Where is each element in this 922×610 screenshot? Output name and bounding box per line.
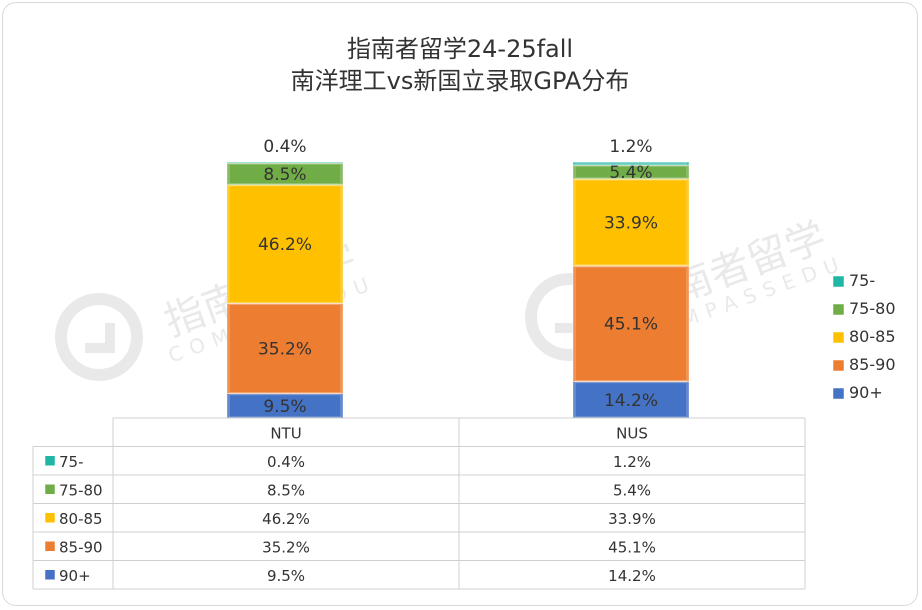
- bars-layer: 9.5% 35.2% 46.2% 8.5% 0.4% 14.2% 45.1% 33.9% 5.4…: [226, 137, 690, 419]
- bar-ntu-85-90: [226, 303, 344, 394]
- data-table: NTU NUS 75- 0.4% 1.2% 75-80 8.5% 5.4% 80-85 46.2%…: [32, 417, 806, 590]
- data-label-ntu-85-90: 35.2%: [258, 339, 312, 359]
- data-label-nus-below-75: 1.2%: [609, 137, 652, 157]
- table-row-label-below-75: 75-: [59, 453, 84, 471]
- table-row-label-75-80: 75-80: [59, 481, 103, 499]
- table-row-label-90-plus: 90+: [59, 567, 91, 585]
- legend-swatch-below-75: [832, 275, 845, 288]
- table-swatch-90-plus: [44, 569, 56, 580]
- table-cell-ntu-80-85: 46.2%: [262, 510, 310, 528]
- table-cell-nus-90-plus: 14.2%: [608, 567, 656, 585]
- table-cell-ntu-90-plus: 9.5%: [267, 567, 305, 585]
- table-swatch-75-80: [44, 484, 56, 495]
- data-label-nus-75-80: 5.4%: [609, 163, 652, 183]
- legend-swatch-90-plus: [832, 387, 845, 400]
- table-header-nus: NUS: [616, 424, 648, 442]
- table-cell-nus-75-80: 5.4%: [613, 481, 651, 499]
- table-row-label-85-90: 85-90: [59, 538, 103, 556]
- data-label-ntu-80-85: 46.2%: [258, 235, 312, 255]
- legend-label-80-85: 80-85: [849, 327, 896, 346]
- table-swatch-80-85: [44, 512, 56, 523]
- bar-ntu-below-75: [226, 161, 344, 164]
- bar-nus-below-75: [572, 161, 690, 166]
- legend-label-85-90: 85-90: [849, 355, 896, 374]
- table-cell-nus-below-75: 1.2%: [613, 453, 651, 471]
- bar-highlight-nus-below-75: [574, 162, 688, 165]
- data-label-ntu-90-plus: 9.5%: [263, 397, 306, 417]
- data-label-nus-85-90: 45.1%: [604, 315, 658, 335]
- bar-highlight-ntu-80-85: [228, 185, 342, 303]
- table-header-ntu: NTU: [270, 424, 301, 442]
- data-label-nus-90-plus: 14.2%: [604, 391, 658, 411]
- table-swatch-85-90: [44, 541, 56, 552]
- data-label-ntu-75-80: 8.5%: [263, 165, 306, 185]
- legend-label-90-plus: 90+: [849, 383, 883, 402]
- table-cell-ntu-75-80: 8.5%: [267, 481, 305, 499]
- bar-highlight-nus-90-plus: [574, 382, 688, 418]
- bar-nus-90-plus: [572, 381, 690, 419]
- legend-label-below-75: 75-: [849, 271, 875, 290]
- bar-highlight-nus-85-90: [574, 266, 688, 382]
- table-cell-nus-80-85: 33.9%: [608, 510, 656, 528]
- table-row-label-80-85: 80-85: [59, 510, 103, 528]
- bar-nus-80-85: [572, 178, 690, 267]
- bar-highlight-ntu-85-90: [228, 303, 342, 394]
- bar-highlight-nus-80-85: [574, 179, 688, 266]
- table-swatch-below-75: [44, 455, 56, 466]
- bar-ntu-80-85: [226, 184, 344, 304]
- legend-label-75-80: 75-80: [849, 299, 896, 318]
- legend-swatch-85-90: [832, 359, 845, 372]
- bar-highlight-ntu-75-80: [228, 163, 342, 185]
- table-cell-ntu-below-75: 0.4%: [267, 453, 305, 471]
- bar-nus-85-90: [572, 265, 690, 382]
- chart-title-line-1: 指南者留学24-25fall: [346, 35, 574, 63]
- data-label-nus-80-85: 33.9%: [604, 213, 658, 233]
- table-cell-nus-85-90: 45.1%: [608, 538, 656, 556]
- bar-highlight-ntu-90-plus: [228, 394, 342, 418]
- data-label-ntu-below-75: 0.4%: [263, 137, 306, 157]
- bar-highlight-nus-75-80: [574, 165, 688, 179]
- legend: 75- 75-80 80-85 85-90 90+: [832, 271, 896, 402]
- legend-swatch-75-80: [832, 303, 845, 316]
- chart-title: 指南者留学24-25fall 南洋理工vs新国立录取GPA分布: [3, 33, 917, 97]
- table-cell-ntu-85-90: 35.2%: [262, 538, 310, 556]
- legend-swatch-80-85: [832, 331, 845, 344]
- stacked-bar-chart: 9.5% 35.2% 46.2% 8.5% 0.4% 14.2% 45.1% 33.9% 5.4…: [32, 137, 896, 590]
- chart-title-line-2: 南洋理工vs新国立录取GPA分布: [290, 67, 630, 95]
